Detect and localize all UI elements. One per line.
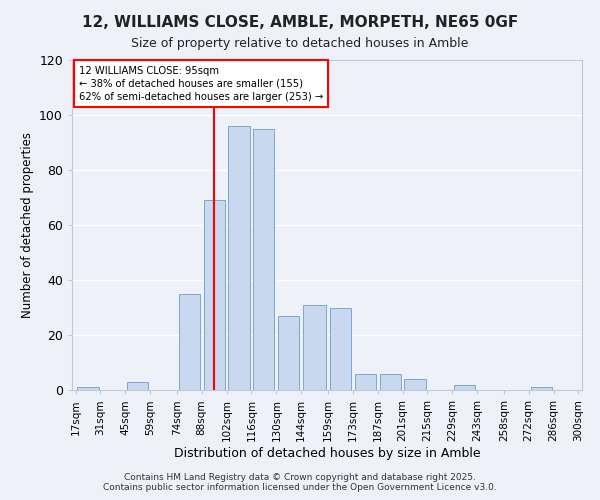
Bar <box>127 382 148 390</box>
Bar <box>530 387 552 390</box>
X-axis label: Distribution of detached houses by size in Amble: Distribution of detached houses by size … <box>173 446 481 460</box>
Bar <box>330 308 351 390</box>
Bar <box>203 200 225 390</box>
Bar <box>179 294 200 390</box>
Bar <box>380 374 401 390</box>
Bar <box>404 379 425 390</box>
Y-axis label: Number of detached properties: Number of detached properties <box>20 132 34 318</box>
Bar <box>454 384 475 390</box>
Text: 12 WILLIAMS CLOSE: 95sqm
← 38% of detached houses are smaller (155)
62% of semi-: 12 WILLIAMS CLOSE: 95sqm ← 38% of detach… <box>79 66 323 102</box>
Bar <box>229 126 250 390</box>
Bar <box>355 374 376 390</box>
Bar <box>253 128 274 390</box>
Text: Contains HM Land Registry data © Crown copyright and database right 2025.
Contai: Contains HM Land Registry data © Crown c… <box>103 473 497 492</box>
Text: Size of property relative to detached houses in Amble: Size of property relative to detached ho… <box>131 38 469 51</box>
Bar <box>303 304 326 390</box>
Bar <box>77 387 98 390</box>
Bar <box>278 316 299 390</box>
Text: 12, WILLIAMS CLOSE, AMBLE, MORPETH, NE65 0GF: 12, WILLIAMS CLOSE, AMBLE, MORPETH, NE65… <box>82 15 518 30</box>
